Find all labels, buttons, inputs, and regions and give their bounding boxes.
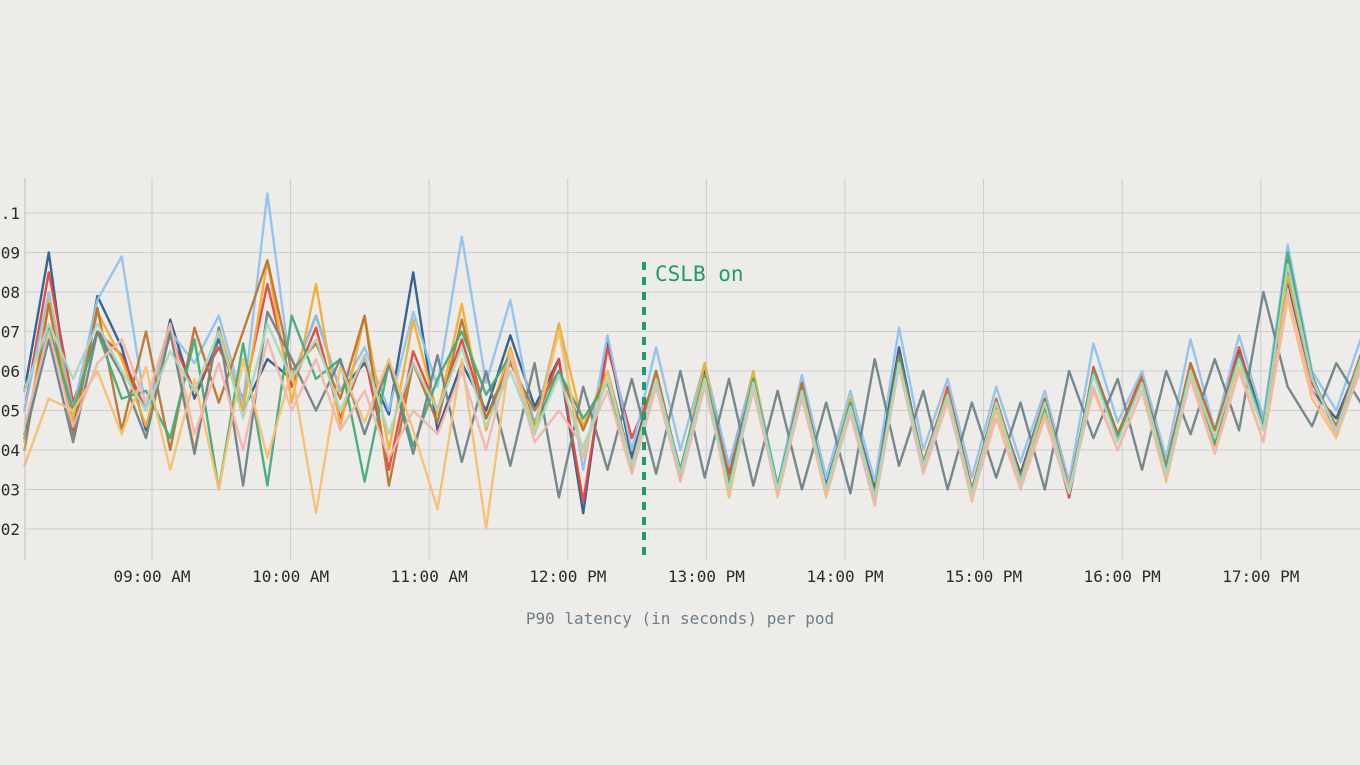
y-tick-label: .06 xyxy=(0,362,20,381)
y-tick-label: 0.1 xyxy=(0,204,20,223)
x-tick-label: 13:00 PM xyxy=(668,567,745,586)
y-tick-label: .03 xyxy=(0,481,20,500)
x-tick-label: 14:00 PM xyxy=(806,567,883,586)
cslb-annotation-label: CSLB on xyxy=(655,262,744,286)
chart-caption: P90 latency (in seconds) per pod xyxy=(526,609,834,628)
x-tick-label: 17:00 PM xyxy=(1222,567,1299,586)
y-tick-label: .02 xyxy=(0,520,20,539)
y-tick-label: .07 xyxy=(0,323,20,342)
x-tick-label: 16:00 PM xyxy=(1084,567,1161,586)
y-tick-label: .04 xyxy=(0,441,20,460)
x-tick-label: 10:00 AM xyxy=(252,567,329,586)
series-line-9 xyxy=(23,290,1360,507)
series-line-7 xyxy=(23,290,1360,499)
y-tick-label: .08 xyxy=(0,283,20,302)
x-tick-label: 11:00 AM xyxy=(391,567,468,586)
x-tick-label: 09:00 AM xyxy=(113,567,190,586)
series-line-10 xyxy=(23,263,1360,499)
annotation: CSLB on xyxy=(642,262,744,560)
axes: .02 .03 .04 .05 .06 .07 .08 .09 0.1 09:00 AM 10:00… xyxy=(0,178,1299,586)
x-tick-label: 12:00 PM xyxy=(529,567,606,586)
y-tick-label: .05 xyxy=(0,402,20,421)
series-lines xyxy=(23,192,1360,531)
x-tick-label: 15:00 PM xyxy=(945,567,1022,586)
y-tick-label: .09 xyxy=(0,244,20,263)
